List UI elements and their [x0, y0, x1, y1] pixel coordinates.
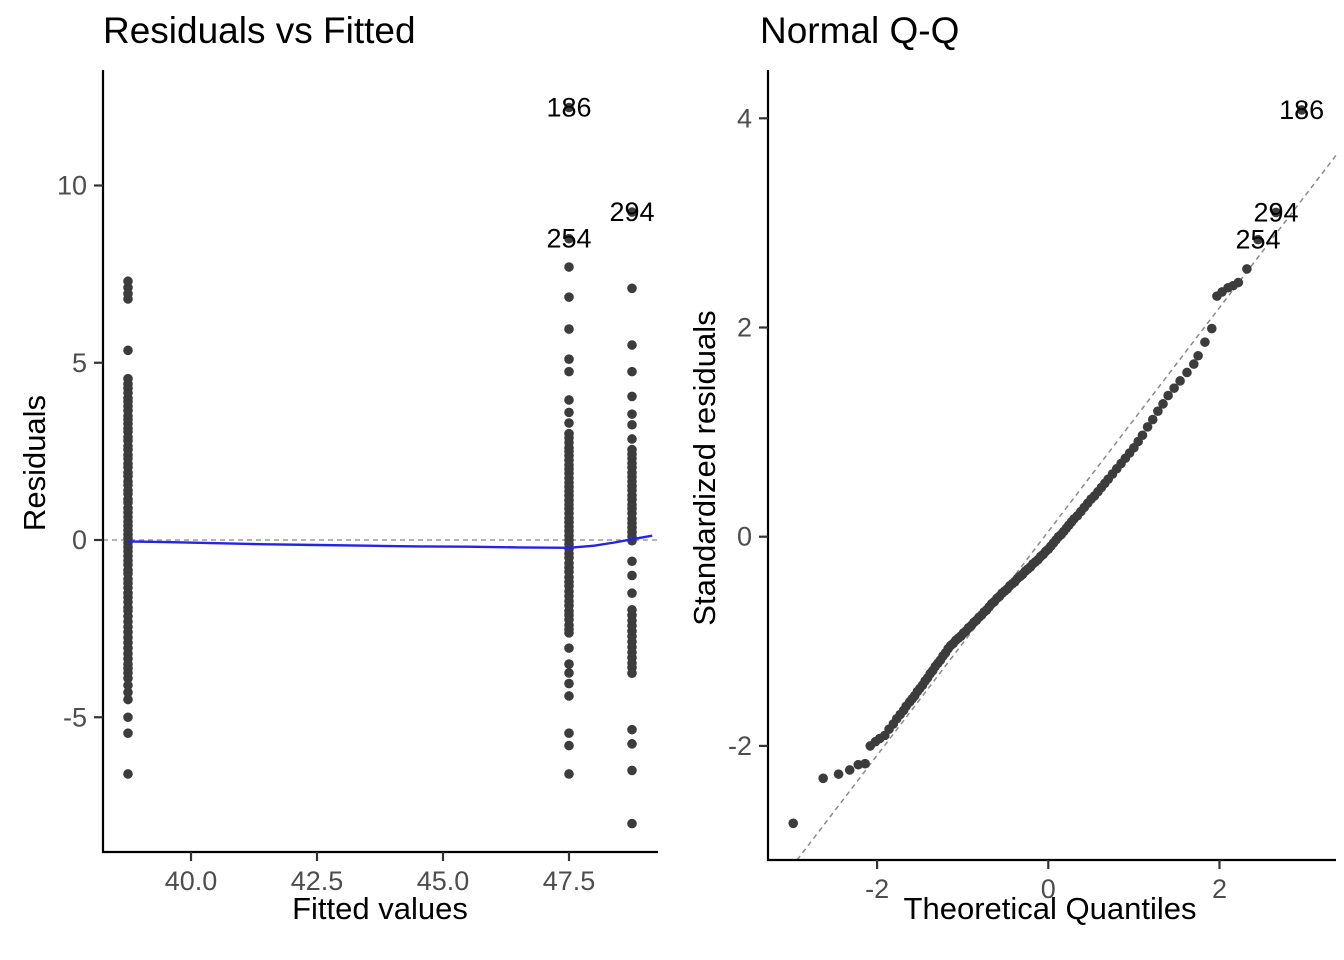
data-point: [564, 668, 574, 678]
data-point: [564, 366, 574, 377]
data-point: [627, 724, 637, 735]
left-plot-title: Residuals vs Fitted: [103, 10, 416, 51]
data-point: [564, 418, 574, 428]
data-point: [627, 570, 637, 581]
data-point: [1163, 390, 1173, 401]
outlier-label-186: 186: [1279, 95, 1324, 125]
data-point: [1271, 207, 1281, 218]
data-point: [123, 712, 133, 723]
data-point: [564, 740, 574, 751]
y-tick-label: 10: [57, 171, 87, 201]
data-point: [788, 818, 799, 829]
data-point: [1158, 399, 1168, 409]
data-point: [1147, 414, 1158, 425]
data-point: [1253, 234, 1263, 245]
data-point: [123, 694, 133, 705]
data-point: [1189, 359, 1199, 369]
data-point: [1296, 105, 1307, 115]
data-point: [627, 419, 637, 430]
y-tick-label: 0: [72, 525, 87, 555]
y-tick-label: 2: [737, 313, 752, 343]
residuals-vs-fitted-smooth-line: [127, 534, 653, 550]
data-point: [1193, 350, 1203, 361]
data-point: [123, 673, 133, 684]
y-tick-label: 5: [72, 348, 87, 378]
data-point: [1206, 323, 1217, 334]
data-point: [123, 294, 133, 304]
data-point: [1175, 376, 1185, 386]
data-point: [1169, 383, 1179, 393]
data-point: [1233, 277, 1244, 288]
x-tick-label: 42.5: [291, 866, 344, 896]
data-point: [564, 628, 574, 638]
y-tick-label: -5: [63, 702, 87, 732]
data-point: [627, 739, 637, 749]
data-point: [123, 769, 133, 779]
data-point: [123, 728, 133, 739]
data-point: [627, 818, 637, 829]
right-x-axis-title: Theoretical Quantiles: [903, 891, 1197, 926]
data-point: [627, 409, 637, 419]
data-point: [564, 233, 574, 244]
data-point: [564, 102, 574, 113]
data-point: [564, 643, 574, 653]
data-point: [1200, 337, 1210, 347]
outlier-label-254: 254: [546, 224, 591, 254]
data-point: [627, 765, 637, 776]
data-point: [123, 680, 133, 691]
data-point: [564, 354, 574, 365]
outlier-label-186: 186: [546, 93, 591, 123]
data-point: [627, 588, 637, 598]
x-tick-label: 0: [1041, 874, 1056, 904]
data-point: [627, 391, 637, 402]
data-point: [1142, 422, 1153, 432]
outlier-label-294: 294: [609, 197, 654, 227]
left-x-axis-title: Fitted values: [292, 891, 468, 926]
data-point: [818, 773, 828, 784]
x-tick-label: 47.5: [543, 866, 596, 896]
data-point: [844, 765, 855, 775]
data-point: [564, 395, 574, 405]
data-point: [564, 262, 574, 272]
x-tick-label: 2: [1212, 874, 1227, 904]
right-plot-title: Normal Q-Q: [760, 10, 960, 51]
normal-qq-qq-reference-line: [796, 154, 1337, 861]
data-point: [564, 292, 574, 302]
data-point: [627, 207, 637, 217]
x-tick-label: -2: [865, 874, 889, 904]
data-point: [627, 434, 637, 444]
data-point: [627, 340, 637, 350]
x-tick-label: 45.0: [417, 866, 470, 896]
data-point: [627, 556, 637, 567]
data-point: [564, 769, 574, 779]
data-point: [564, 324, 574, 334]
data-point: [564, 728, 574, 739]
data-point: [627, 668, 637, 679]
data-point: [564, 659, 574, 669]
data-point: [627, 366, 637, 377]
data-point: [627, 283, 637, 294]
data-point: [833, 769, 844, 779]
data-point: [564, 691, 574, 701]
y-tick-label: -2: [728, 731, 752, 761]
x-tick-label: 40.0: [165, 866, 218, 896]
y-tick-label: 0: [737, 522, 752, 552]
outlier-label-254: 254: [1235, 225, 1280, 255]
y-tick-label: 4: [737, 103, 752, 133]
data-point: [1182, 367, 1192, 378]
data-point: [123, 687, 133, 698]
data-point: [1242, 264, 1252, 274]
data-point: [123, 345, 133, 356]
outlier-label-294: 294: [1253, 197, 1298, 227]
data-point: [564, 407, 574, 418]
data-point: [564, 678, 574, 689]
data-point: [1137, 430, 1148, 441]
data-point: [1153, 406, 1163, 416]
data-point: [860, 758, 870, 769]
